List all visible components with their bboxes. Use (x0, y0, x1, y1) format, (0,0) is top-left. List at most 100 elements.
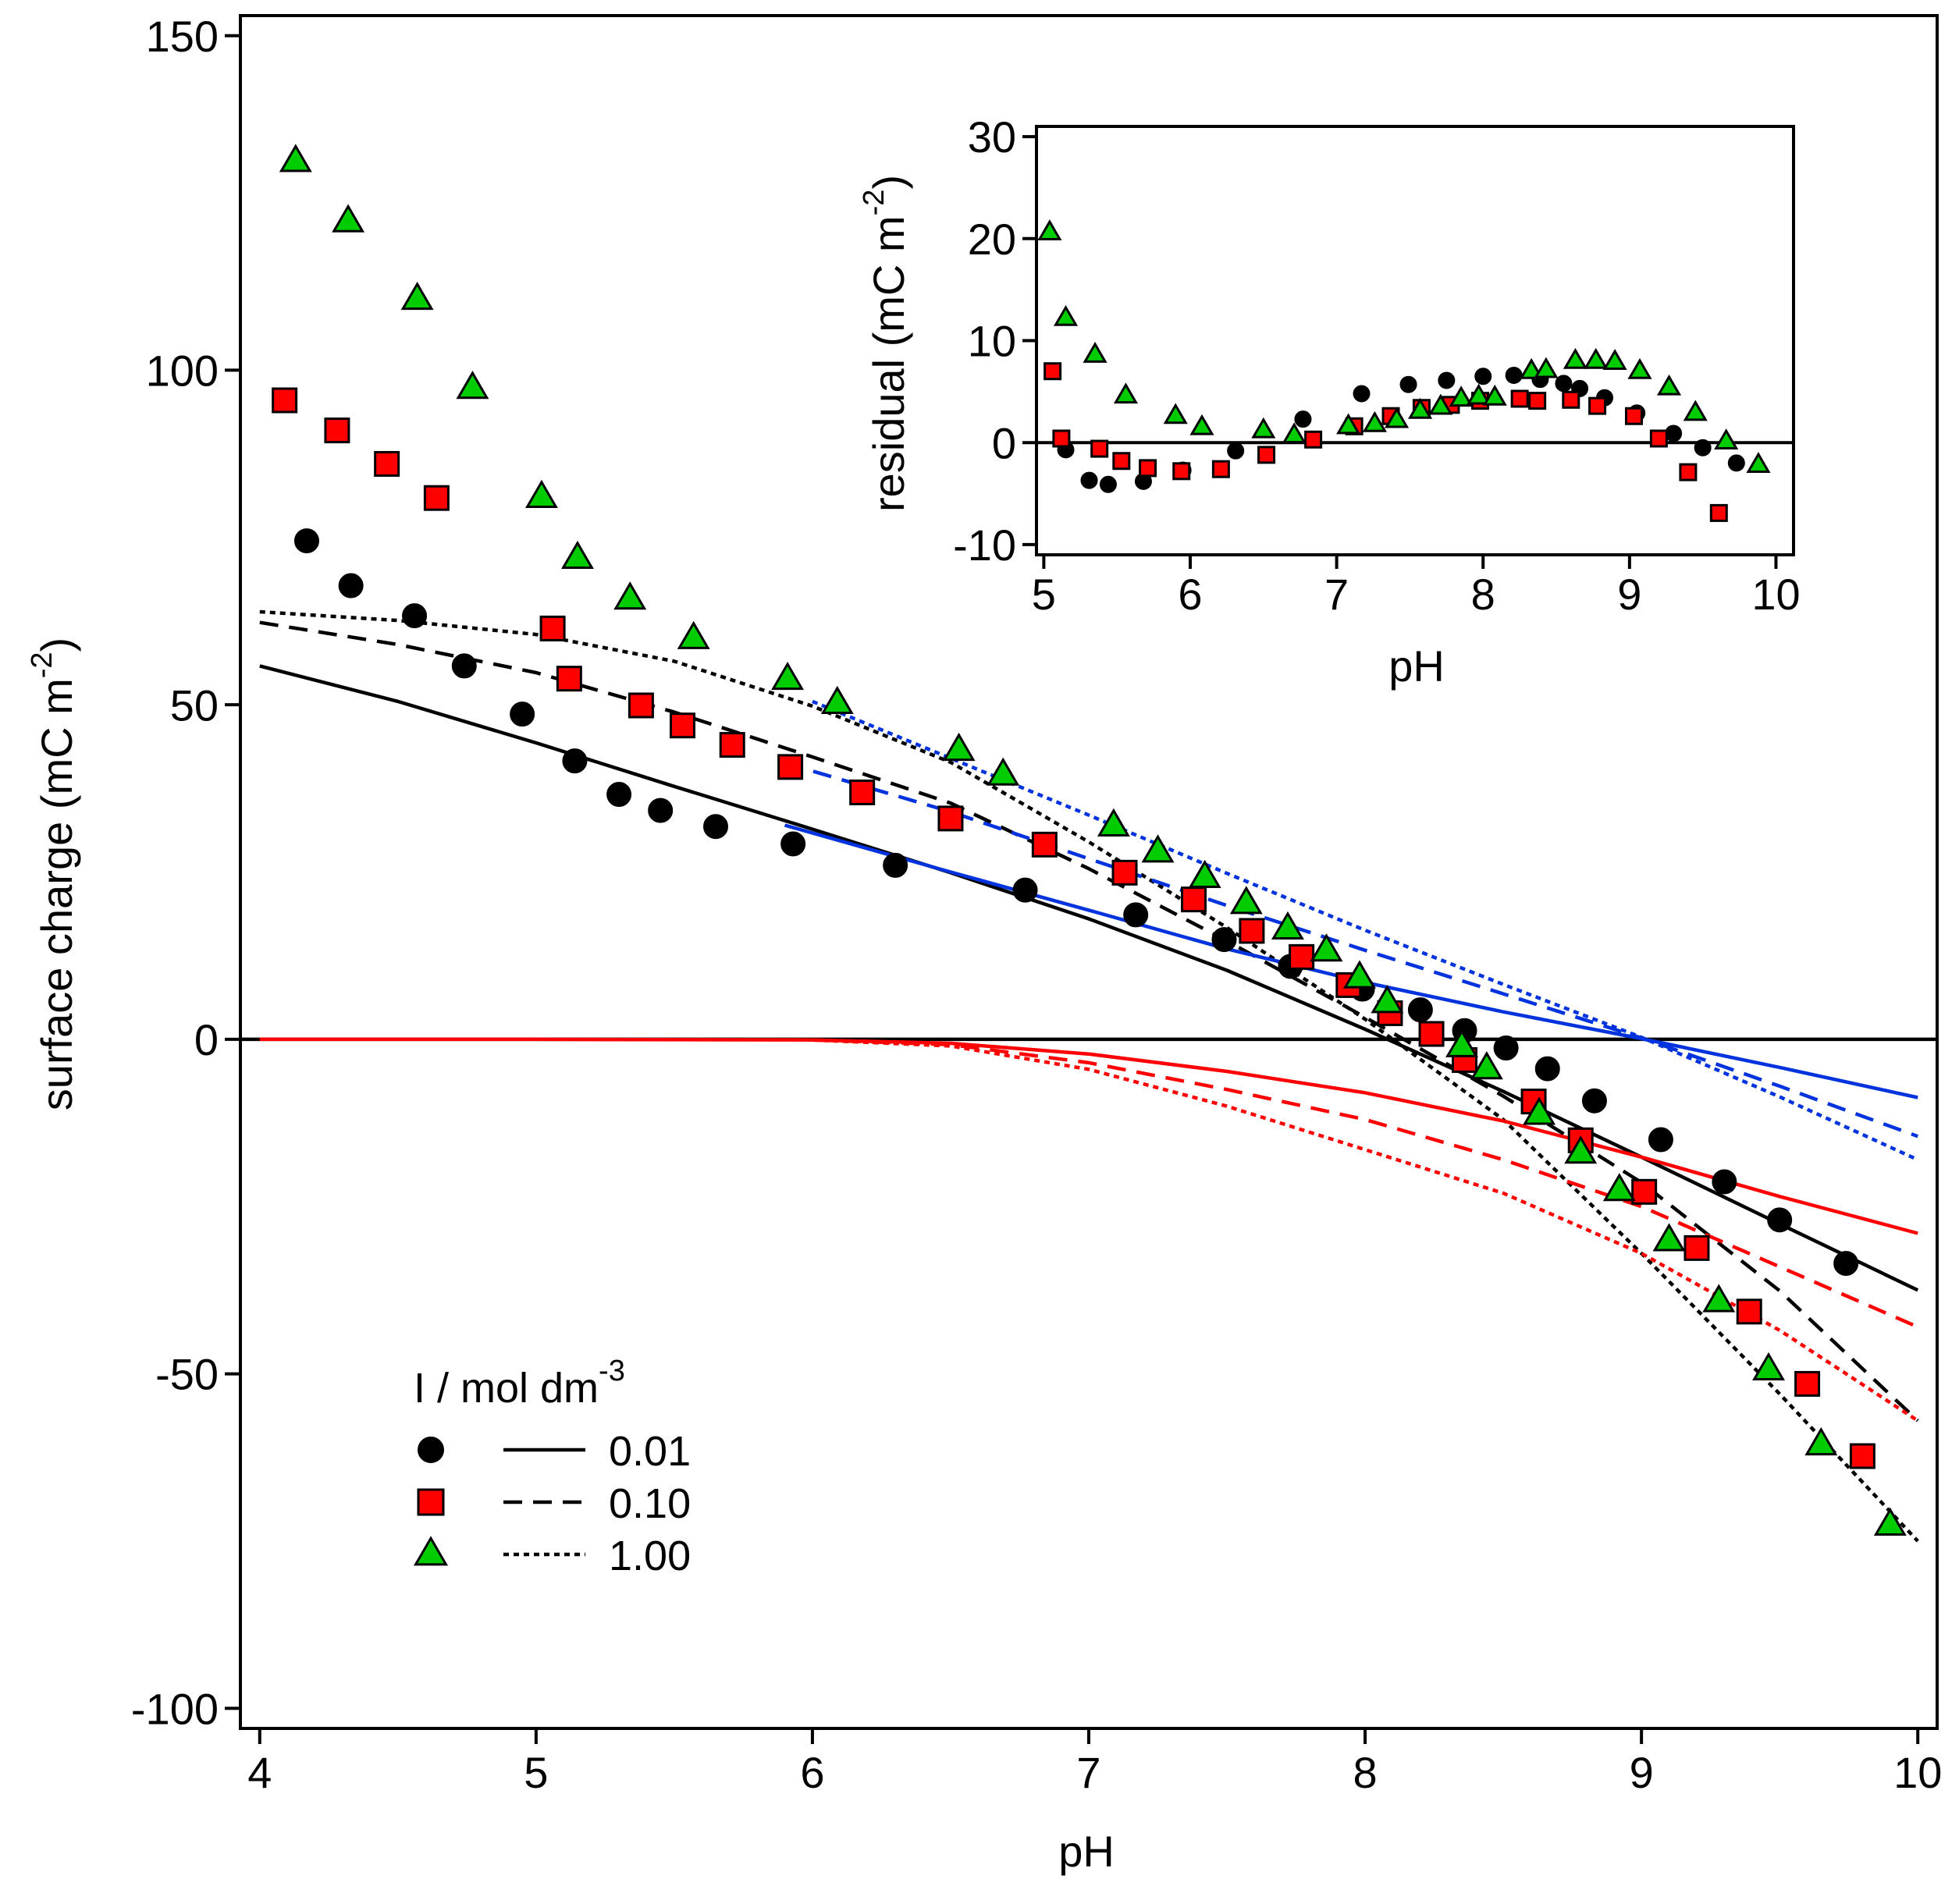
main-point-circle (510, 702, 535, 727)
main-y-axis-title-close: ) (32, 638, 81, 652)
main-curve-fit-1-00 (259, 609, 1919, 1543)
inset-point-square (1510, 389, 1529, 408)
legend-marker-square (417, 1488, 445, 1516)
main-point-square (374, 450, 400, 477)
main-point-triangle (820, 685, 854, 715)
inset-x-tick-label: 10 (1751, 570, 1800, 619)
main-point-triangle (400, 282, 434, 311)
main-point-circle (780, 831, 806, 857)
main-point-circle (648, 797, 674, 823)
main-y-tick-label: 50 (170, 680, 219, 730)
main-point-square (1289, 943, 1315, 970)
main-x-tick-label: 7 (1076, 1748, 1100, 1797)
inset-point-triangle (1083, 342, 1107, 363)
inset-point-circle (1438, 371, 1456, 389)
main-point-square (1031, 831, 1058, 858)
inset-point-square (1257, 446, 1276, 464)
inset-point-square (1588, 396, 1607, 415)
main-point-triangle (1873, 1507, 1907, 1536)
inset-point-circle (1099, 475, 1117, 493)
legend-marker-triangle (413, 1536, 449, 1566)
inset-y-axis-title: residual (mC m-2) (858, 175, 913, 512)
main-point-triangle (1097, 808, 1130, 837)
main-point-triangle (771, 662, 805, 691)
main-point-triangle (524, 479, 558, 508)
inset-point-triangle (1053, 304, 1079, 326)
legend-title-text: I / mol dm (414, 1365, 599, 1412)
inset-point-circle (1727, 454, 1745, 472)
inset-y-tick-label: 0 (992, 418, 1016, 467)
main-point-square (1181, 886, 1207, 913)
main-point-square (849, 779, 876, 805)
main-x-tick-label: 4 (247, 1748, 272, 1797)
main-point-square (628, 692, 654, 719)
main-point-triangle (279, 144, 312, 172)
main-point-circle (1493, 1035, 1519, 1061)
inset-point-triangle (1251, 417, 1276, 439)
main-y-tick-label: -50 (155, 1350, 219, 1399)
inset-x-tick-label: 9 (1617, 570, 1641, 619)
main-point-circle (606, 782, 632, 808)
main-x-tick-label: 8 (1353, 1748, 1377, 1797)
main-point-circle (402, 603, 428, 629)
main-point-square (423, 485, 450, 511)
inset-point-triangle (1746, 452, 1771, 474)
inset-point-triangle (1534, 357, 1559, 378)
main-point-circle (1123, 902, 1149, 928)
legend-marker-circle (418, 1437, 444, 1463)
main-point-triangle (1702, 1284, 1736, 1313)
inset-point-square (1172, 462, 1191, 481)
main-point-circle (1648, 1127, 1673, 1153)
main-point-square (937, 805, 964, 832)
main-point-triangle (332, 204, 365, 233)
inset-point-square (1624, 407, 1643, 425)
main-point-circle (1833, 1251, 1859, 1277)
inset-data-points (1036, 219, 1794, 522)
main-point-triangle (456, 371, 489, 400)
inset-point-square (1139, 459, 1157, 478)
main-point-triangle (561, 540, 594, 569)
main-point-circle (451, 653, 477, 679)
main-point-square (1683, 1234, 1710, 1261)
main-curve-red-0-01 (259, 1037, 1918, 1235)
inset-point-triangle (1037, 219, 1062, 240)
main-point-circle (1012, 877, 1038, 903)
legend-label: 0.10 (609, 1480, 691, 1527)
inset-y-tick-label: 20 (968, 215, 1016, 264)
inset-x-tick-label: 7 (1324, 570, 1349, 619)
main-point-square (272, 387, 298, 414)
inset-y-tick-label: -10 (953, 520, 1016, 570)
inset-point-circle (1474, 368, 1492, 385)
main-point-square (556, 666, 582, 692)
main-y-axis-title-text: surface charge (mC m (32, 678, 81, 1110)
main-point-triangle (1564, 1135, 1598, 1164)
inset-point-triangle (1449, 385, 1474, 407)
main-point-circle (1407, 997, 1433, 1023)
inset-point-triangle (1113, 382, 1139, 404)
main-point-triangle (1310, 933, 1343, 962)
main-point-triangle (1470, 1051, 1503, 1080)
main-point-triangle (942, 732, 976, 762)
main-y-tick-label: -100 (131, 1684, 219, 1733)
legend-title: I / mol dm-3 (414, 1355, 625, 1412)
main-point-circle (883, 852, 908, 878)
main-curve-fit-0-01 (259, 664, 1919, 1292)
main-point-triangle (1188, 859, 1221, 888)
inset-point-circle (1294, 410, 1312, 428)
main-point-triangle (1271, 911, 1304, 940)
inset-point-triangle (1482, 384, 1507, 406)
inset-point-circle (1080, 471, 1098, 489)
main-x-tick-label: 5 (524, 1748, 548, 1797)
main-point-circle (562, 748, 588, 774)
inset-y-axis-title-close: ) (864, 175, 913, 190)
inset-point-triangle (1519, 357, 1544, 379)
main-x-tick-label: 6 (800, 1748, 824, 1797)
main-point-circle (293, 528, 319, 554)
main-point-triangle (1652, 1223, 1686, 1252)
inset-y-axis-title-sup: -2 (858, 190, 891, 216)
inset-point-triangle (1602, 349, 1627, 371)
inset-point-triangle (1384, 407, 1410, 428)
inset-point-square (1304, 430, 1323, 449)
